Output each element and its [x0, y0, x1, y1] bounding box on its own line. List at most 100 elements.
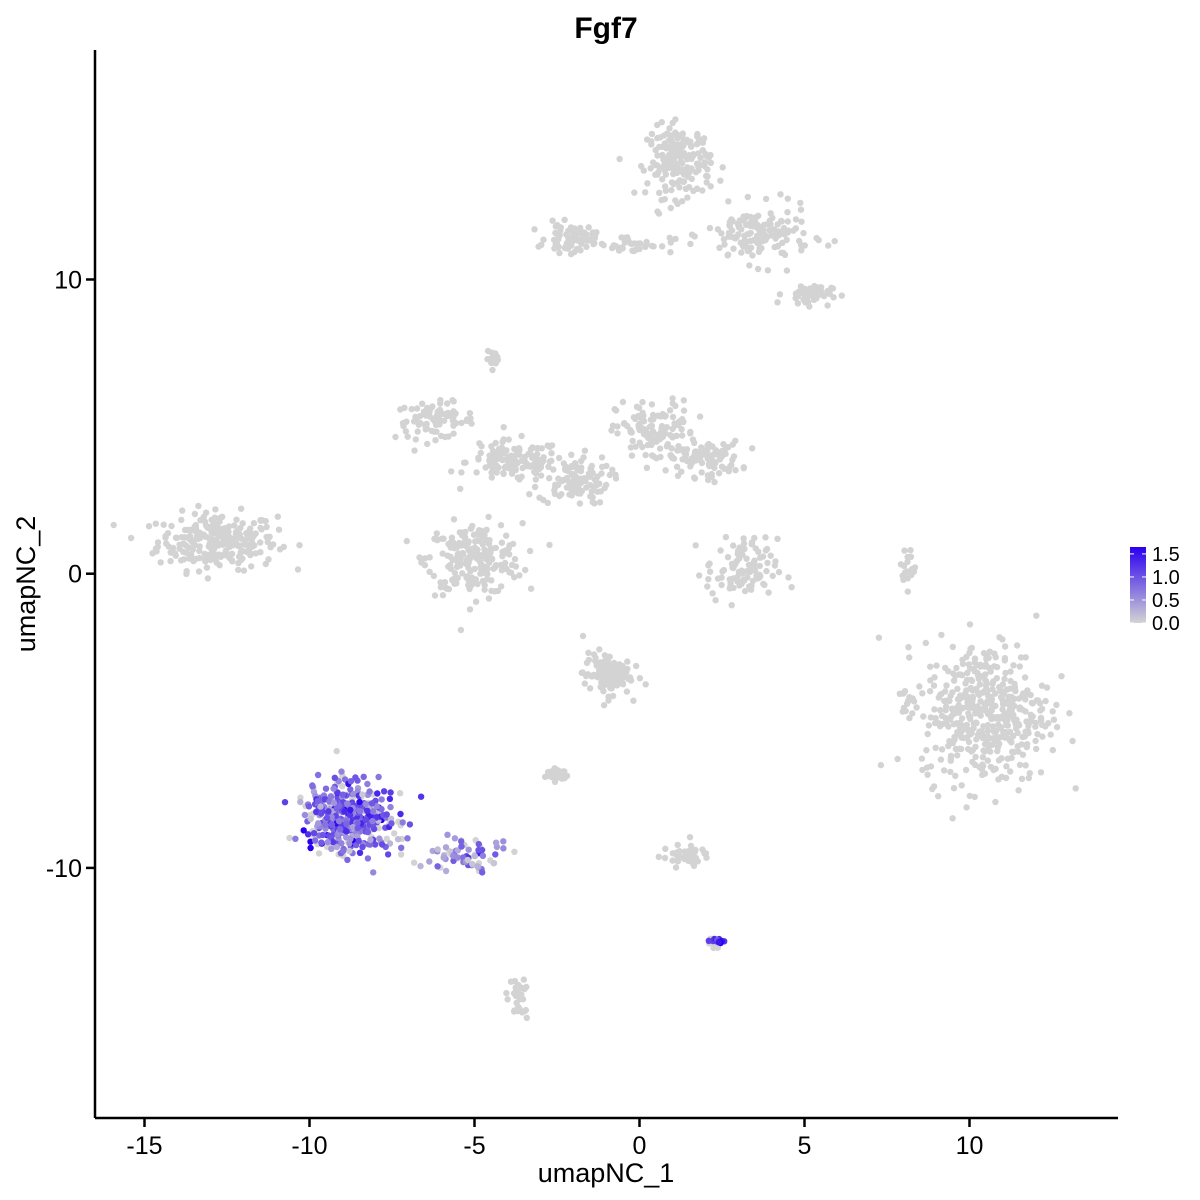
cell-point	[741, 577, 748, 584]
cell-point	[792, 225, 800, 232]
cell-point	[500, 436, 507, 443]
cell-point	[741, 545, 748, 553]
cell-point	[626, 674, 634, 681]
cell-point	[813, 295, 820, 302]
cell-point	[687, 141, 694, 148]
cell-point	[1050, 716, 1058, 723]
cell-point	[609, 466, 616, 473]
cell-point	[465, 846, 472, 853]
cell-point	[923, 747, 930, 754]
cell-point	[717, 177, 724, 184]
cell-point	[372, 841, 379, 848]
cell-point	[367, 836, 374, 843]
cell-point	[344, 800, 351, 807]
cell-point	[958, 745, 965, 753]
cell-point	[567, 485, 574, 492]
cell-point	[479, 541, 486, 548]
cell-point	[689, 436, 697, 443]
cell-point	[220, 535, 227, 542]
cell-point	[798, 218, 805, 225]
cell-point	[672, 402, 679, 410]
cell-point	[237, 549, 244, 556]
cell-point	[669, 170, 677, 178]
cell-point	[715, 939, 722, 946]
cell-point	[1001, 643, 1009, 650]
cell-point	[877, 761, 885, 769]
cell-point	[450, 398, 457, 405]
x-tick-label: 10	[956, 1132, 984, 1160]
cell-point	[495, 445, 503, 453]
cell-point	[488, 587, 495, 595]
cell-point	[464, 573, 471, 580]
cell-point	[431, 417, 438, 424]
cell-point	[798, 247, 805, 254]
cell-point	[392, 433, 399, 441]
cell-point	[516, 451, 523, 458]
cell-point	[343, 828, 350, 835]
cell-point	[343, 820, 350, 828]
cell-point	[755, 248, 763, 255]
cell-point	[575, 237, 583, 244]
cell-point	[639, 398, 646, 406]
cell-point	[328, 821, 336, 828]
cell-point	[492, 839, 500, 846]
cell-point	[228, 557, 236, 564]
cell-point	[552, 223, 559, 230]
cell-point	[611, 406, 618, 413]
cell-point	[989, 741, 996, 748]
cell-point	[725, 233, 732, 240]
cell-point	[439, 592, 447, 599]
cell-point	[979, 733, 987, 740]
cell-point	[364, 780, 371, 788]
cell-point	[767, 552, 774, 559]
cell-point	[901, 688, 909, 695]
cell-point	[966, 621, 974, 628]
cell-point	[309, 782, 316, 789]
cell-point	[938, 746, 946, 753]
cell-point	[239, 555, 246, 562]
cell-point	[1007, 735, 1014, 742]
cell-point	[1006, 728, 1014, 736]
cell-point	[540, 454, 547, 461]
cell-point	[760, 580, 767, 588]
cell-point	[670, 158, 677, 166]
cell-point	[687, 842, 695, 850]
cell-point	[378, 796, 385, 803]
cell-point	[537, 472, 545, 479]
cell-point	[963, 676, 971, 684]
cell-point	[628, 452, 636, 459]
cell-point	[561, 216, 568, 223]
cell-point	[590, 651, 598, 658]
cell-point	[933, 662, 940, 669]
cell-point	[369, 817, 376, 825]
cell-point	[619, 245, 626, 252]
cell-point	[434, 408, 441, 415]
cell-point	[600, 702, 608, 709]
cell-point	[1015, 787, 1022, 794]
cell-point	[716, 244, 723, 251]
cell-point	[305, 803, 313, 810]
cell-point	[521, 453, 529, 461]
cell-point	[1007, 685, 1014, 692]
cell-point	[429, 403, 436, 410]
cell-point	[548, 450, 555, 457]
cell-point	[347, 806, 354, 814]
cell-point	[1018, 775, 1026, 782]
cell-point	[821, 292, 828, 300]
cell-point	[695, 163, 702, 171]
cell-point	[666, 234, 673, 241]
cell-point	[512, 992, 520, 1000]
cell-point	[981, 740, 989, 748]
cell-point	[796, 237, 803, 245]
cell-point	[1015, 748, 1022, 755]
cell-point	[286, 834, 293, 842]
cell-point	[825, 242, 832, 249]
cell-point	[369, 808, 377, 815]
cell-point	[167, 557, 174, 565]
cell-point	[663, 424, 670, 431]
cell-point	[636, 439, 643, 446]
cell-point	[599, 675, 606, 682]
cell-point	[476, 557, 483, 564]
cell-point	[574, 230, 581, 237]
cell-point	[684, 164, 691, 171]
